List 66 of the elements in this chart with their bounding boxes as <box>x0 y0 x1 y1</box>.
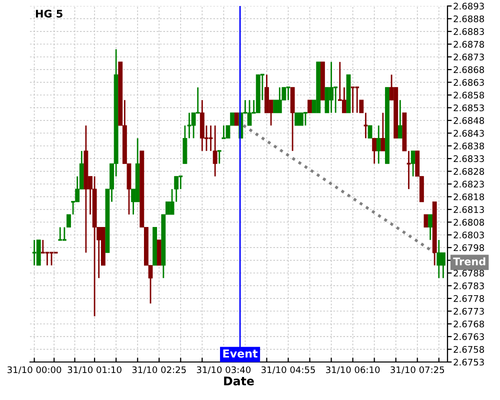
y-tick-label: 2.6798 <box>454 244 484 252</box>
candlestick <box>428 214 432 241</box>
candlestick <box>380 112 386 152</box>
y-tick-label: 2.6768 <box>454 320 484 328</box>
x-tick-label: 31/10 06:10 <box>326 366 380 374</box>
chart-title: HG 5 <box>36 10 62 18</box>
y-tick-label: 2.6763 <box>454 333 484 340</box>
y-tick-label: 2.6828 <box>454 168 484 175</box>
y-tick-label: 2.6823 <box>454 180 484 188</box>
y-tick-label: 2.6783 <box>454 282 484 290</box>
x-tick-label: 31/10 00:00 <box>8 366 62 374</box>
y-tick-label: 2.6843 <box>454 130 484 137</box>
y-tick-label: 2.6893 <box>454 2 484 10</box>
candlestick <box>368 125 372 139</box>
y-tick-label: 2.6778 <box>454 295 484 302</box>
candlestick <box>247 99 252 126</box>
candlestick <box>308 99 312 114</box>
y-tick-label: 2.6888 <box>454 15 484 22</box>
candlestick <box>424 214 428 228</box>
x-tick-label: 31/10 03:40 <box>196 366 251 374</box>
candlestick <box>302 112 308 126</box>
x-tick-label: 31/10 07:25 <box>390 366 444 374</box>
candlestick <box>273 99 278 114</box>
candlestick <box>216 150 222 164</box>
y-tick-label: 2.6848 <box>454 117 484 124</box>
y-tick-label: 2.6873 <box>454 54 484 60</box>
candlestick <box>436 239 442 279</box>
y-tick-label: 2.6773 <box>454 308 484 315</box>
candlestick <box>410 150 416 178</box>
candlestick <box>398 99 402 139</box>
y-tick-label: 2.6863 <box>454 79 484 86</box>
y-tick-label: 2.6883 <box>454 28 484 35</box>
x-tick-label: 31/10 02:25 <box>132 366 186 374</box>
y-tick-label: 2.6788 <box>454 270 484 277</box>
y-tick-label: 2.6818 <box>454 193 484 200</box>
candlestick <box>48 252 54 266</box>
y-tick-label: 2.6758 <box>454 346 484 353</box>
candlestick <box>220 124 226 140</box>
candlestick <box>191 112 196 139</box>
x-axis-title: Date <box>224 376 254 386</box>
y-tick-label: 2.6858 <box>454 92 484 99</box>
candlestick <box>178 176 184 190</box>
y-tick-label: 2.6833 <box>454 155 484 162</box>
candlestick <box>40 239 46 254</box>
candlestick <box>298 112 304 126</box>
x-tick-label: 31/10 01:10 <box>68 366 122 374</box>
candlestick <box>440 252 446 279</box>
y-tick-label: 2.6878 <box>454 40 484 48</box>
y-tick-label: 2.6853 <box>454 104 484 112</box>
candlestick <box>372 138 377 164</box>
candlestick <box>354 86 360 114</box>
candlestick <box>57 226 63 241</box>
x-tick-label: 31/10 04:55 <box>261 366 315 374</box>
candlestick <box>376 124 381 164</box>
candlestick <box>294 112 300 126</box>
y-tick-label: 2.6803 <box>454 232 484 238</box>
candlestick <box>277 86 282 114</box>
y-tick-label: 2.6838 <box>454 142 484 150</box>
candlestick <box>212 124 218 178</box>
y-tick-label: 2.6808 <box>454 218 484 226</box>
candlestick <box>234 112 239 126</box>
ref-line-label: Event <box>223 349 258 358</box>
series-label: Trend <box>453 257 486 266</box>
y-tick-label: 2.6813 <box>454 206 484 213</box>
y-tick-label: 2.6868 <box>454 66 484 74</box>
y-tick-label: 2.6753 <box>454 358 484 366</box>
